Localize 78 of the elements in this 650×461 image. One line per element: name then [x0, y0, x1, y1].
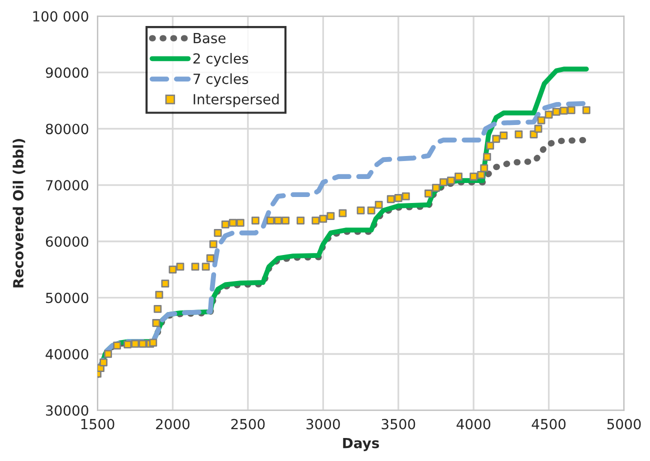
y-tick-label: 30000 — [46, 405, 88, 416]
x-tick-label: 4000 — [456, 418, 490, 430]
point — [138, 340, 147, 348]
point — [131, 340, 140, 348]
point — [500, 132, 508, 140]
x-tick-label: 3500 — [382, 418, 416, 430]
legend-label: Base — [194, 33, 226, 44]
point — [191, 262, 200, 271]
point — [221, 220, 230, 228]
point — [124, 340, 132, 348]
point — [552, 108, 560, 116]
x-tick-label: 1500 — [81, 418, 114, 430]
point — [514, 130, 523, 138]
point — [447, 176, 455, 185]
y-axis-title: Recovered Oil (bbl) — [12, 138, 26, 288]
point — [202, 262, 210, 271]
point — [209, 240, 218, 248]
point — [100, 358, 108, 366]
point — [394, 194, 402, 202]
x-tick-label: 4500 — [532, 418, 566, 430]
point — [582, 106, 590, 114]
point — [537, 116, 546, 124]
point — [282, 216, 290, 224]
x-tick-label: 2000 — [156, 418, 190, 430]
x-axis-title: Days — [343, 438, 379, 452]
point — [155, 290, 164, 299]
point — [228, 218, 237, 227]
point — [206, 254, 214, 262]
point — [152, 319, 160, 327]
point — [214, 228, 222, 237]
y-tick-label: 40000 — [46, 348, 88, 360]
point — [266, 216, 274, 224]
point — [374, 200, 383, 209]
point — [252, 216, 260, 224]
point — [480, 164, 488, 172]
point — [470, 172, 478, 181]
y-tick-label: 70000 — [46, 180, 88, 191]
point — [312, 216, 320, 224]
legend-label: 2 cycles — [193, 52, 248, 66]
x-tick-label: 5000 — [607, 418, 641, 430]
legend-label: 7 cycles — [194, 73, 248, 87]
point — [319, 214, 328, 223]
point — [567, 106, 576, 114]
point — [544, 110, 553, 119]
point — [154, 304, 162, 313]
y-tick-label: 100 000 — [33, 11, 88, 22]
point — [338, 209, 347, 218]
x-tick-label: 3000 — [306, 418, 340, 430]
y-tick-label: 80000 — [46, 124, 88, 134]
point — [424, 190, 432, 198]
point — [296, 216, 305, 224]
point — [486, 142, 494, 150]
point — [176, 262, 184, 271]
point — [356, 206, 365, 214]
point — [454, 172, 462, 181]
point — [104, 350, 112, 358]
point — [432, 184, 440, 192]
point — [274, 216, 282, 224]
legend-label: Interspersed — [194, 94, 279, 108]
point — [236, 218, 244, 227]
point — [440, 178, 448, 186]
point — [534, 124, 542, 133]
point — [477, 170, 486, 179]
point — [560, 106, 568, 115]
y-tick-label: 60000 — [46, 236, 88, 247]
point — [149, 338, 158, 347]
y-tick-label: 50000 — [46, 292, 88, 304]
point — [483, 152, 492, 161]
point — [326, 212, 335, 220]
point — [492, 134, 500, 143]
point — [113, 342, 122, 350]
y-tick-label: 90000 — [46, 67, 88, 78]
point — [402, 192, 410, 200]
point — [161, 280, 170, 288]
x-tick-label: 2500 — [231, 418, 265, 430]
point — [168, 266, 177, 274]
point — [367, 206, 376, 214]
point — [386, 195, 395, 204]
